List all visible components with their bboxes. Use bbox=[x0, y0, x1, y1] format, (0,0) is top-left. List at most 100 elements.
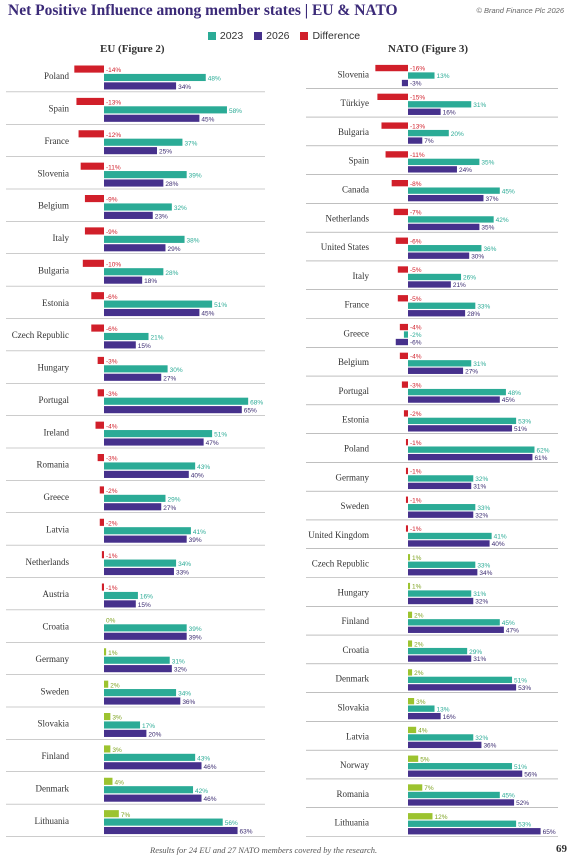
eu-bar-2026 bbox=[104, 179, 164, 187]
nato-difference-value-label: 1% bbox=[412, 555, 422, 562]
nato-value-label-2023: 36% bbox=[483, 246, 496, 253]
nato-difference-bar bbox=[405, 467, 408, 475]
eu-value-label-2026: 18% bbox=[144, 278, 157, 285]
nato-difference-bar bbox=[408, 813, 433, 820]
eu-difference-bar bbox=[104, 648, 107, 656]
nato-bar-2023 bbox=[408, 619, 500, 626]
nato-value-label-2026: 37% bbox=[485, 196, 498, 203]
eu-difference-value-label: -12% bbox=[106, 132, 121, 139]
nato-value-label-2023: 53% bbox=[518, 419, 531, 426]
nato-bar-2026 bbox=[408, 741, 482, 749]
nato-difference-value-label: -3% bbox=[410, 382, 422, 389]
nato-difference-value-label: 2% bbox=[414, 613, 424, 620]
nato-bar-2026 bbox=[408, 396, 500, 403]
eu-value-label-2023: 43% bbox=[197, 464, 210, 471]
nato-value-label-2026: 31% bbox=[473, 656, 486, 663]
eu-bar-2026 bbox=[104, 276, 143, 284]
eu-bar-2026 bbox=[104, 147, 157, 155]
eu-bar-2023 bbox=[104, 494, 166, 502]
nato-difference-bar bbox=[377, 93, 408, 101]
eu-difference-bar bbox=[95, 421, 104, 429]
eu-bar-2023 bbox=[104, 462, 196, 470]
nato-value-label-2023: 29% bbox=[469, 649, 482, 656]
eu-bar-2026 bbox=[104, 535, 187, 543]
eu-value-label-2023: 43% bbox=[197, 755, 210, 762]
nato-value-label-2023: 13% bbox=[437, 706, 450, 713]
nato-bar-2026 bbox=[395, 338, 408, 346]
eu-category-label: Slovenia bbox=[38, 168, 70, 178]
eu-difference-bar bbox=[76, 97, 104, 106]
nato-bar-2023 bbox=[408, 647, 468, 655]
nato-bar-2026 bbox=[408, 108, 441, 115]
eu-difference-bar bbox=[84, 227, 104, 235]
nato-difference-bar bbox=[385, 151, 408, 158]
nato-value-label-2023: 41% bbox=[494, 534, 507, 541]
nato-bar-2023 bbox=[408, 101, 472, 108]
copyright-notice: © Brand Finance Plc 2026 bbox=[476, 6, 564, 15]
eu-bar-2026 bbox=[104, 406, 242, 414]
nato-bar-2023 bbox=[408, 705, 435, 712]
nato-category-label: Poland bbox=[344, 444, 370, 454]
eu-value-label-2023: 29% bbox=[167, 496, 180, 503]
nato-category-label: Türkiye bbox=[341, 98, 370, 108]
eu-chart: Poland -14% 48% 34% Spain -13% 58% 45% France -12… bbox=[6, 65, 265, 837]
eu-bar-2023 bbox=[104, 203, 172, 211]
eu-category-label: Croatia bbox=[43, 622, 70, 632]
eu-difference-bar bbox=[101, 583, 104, 591]
eu-bar-2023 bbox=[104, 235, 185, 243]
nato-category-label: Slovenia bbox=[338, 69, 370, 79]
eu-bar-2023 bbox=[104, 138, 183, 146]
eu-value-label-2026: 15% bbox=[138, 602, 151, 609]
nato-bar-2023 bbox=[408, 388, 506, 396]
nato-difference-bar bbox=[405, 496, 408, 503]
nato-value-label-2026: 61% bbox=[534, 455, 547, 462]
eu-difference-value-label: 0% bbox=[106, 618, 116, 625]
nato-bar-2023 bbox=[408, 245, 482, 252]
eu-bar-2023 bbox=[104, 721, 141, 729]
nato-bar-2026 bbox=[408, 281, 451, 288]
nato-difference-bar bbox=[408, 784, 423, 791]
eu-bar-2026 bbox=[104, 82, 177, 90]
eu-difference-value-label: 1% bbox=[108, 650, 118, 657]
nato-bar-2023 bbox=[408, 216, 494, 223]
nato-category-label: Czech Republic bbox=[312, 559, 369, 569]
nato-value-label-2026: 51% bbox=[514, 426, 527, 433]
nato-value-label-2026: 16% bbox=[443, 109, 456, 116]
eu-difference-value-label: -1% bbox=[106, 553, 118, 560]
footnote: Results for 24 EU and 27 NATO members co… bbox=[150, 845, 378, 855]
eu-value-label-2023: 28% bbox=[165, 270, 178, 277]
eu-value-label-2026: 39% bbox=[189, 537, 202, 544]
nato-difference-bar bbox=[401, 381, 408, 388]
eu-value-label-2026: 63% bbox=[240, 829, 253, 836]
nato-value-label-2023: 48% bbox=[508, 390, 521, 397]
eu-value-label-2026: 40% bbox=[191, 472, 204, 479]
nato-bar-2026 bbox=[408, 367, 464, 374]
eu-difference-value-label: -3% bbox=[106, 359, 118, 366]
nato-difference-bar bbox=[403, 410, 408, 417]
eu-value-label-2026: 39% bbox=[189, 634, 202, 641]
nato-difference-value-label: 2% bbox=[414, 641, 424, 648]
nato-difference-value-label: -2% bbox=[410, 411, 422, 418]
nato-value-label-2023: 45% bbox=[502, 793, 515, 800]
eu-bar-2026 bbox=[104, 373, 162, 381]
eu-category-label: Romania bbox=[37, 460, 70, 470]
nato-value-label-2026: 47% bbox=[506, 627, 519, 634]
nato-category-label: Norway bbox=[340, 760, 369, 770]
eu-value-label-2023: 68% bbox=[250, 399, 263, 406]
eu-value-label-2026: 34% bbox=[178, 84, 191, 91]
eu-bar-2026 bbox=[104, 665, 172, 673]
nato-bar-2023 bbox=[408, 302, 476, 309]
nato-value-label-2026: 45% bbox=[502, 397, 515, 404]
eu-difference-bar bbox=[104, 680, 109, 688]
nato-value-label-2026: 21% bbox=[453, 282, 466, 289]
eu-value-label-2026: 28% bbox=[165, 181, 178, 188]
nato-value-label-2023: 33% bbox=[477, 562, 490, 569]
nato-bar-2023 bbox=[408, 446, 535, 453]
eu-value-label-2023: 32% bbox=[174, 205, 187, 212]
eu-value-label-2023: 38% bbox=[187, 237, 200, 244]
nato-value-label-2023: 31% bbox=[473, 361, 486, 368]
nato-category-label: Portugal bbox=[339, 386, 370, 396]
eu-value-label-2026: 33% bbox=[176, 570, 189, 577]
eu-category-label: Poland bbox=[44, 71, 70, 81]
eu-bar-2026 bbox=[104, 794, 202, 802]
